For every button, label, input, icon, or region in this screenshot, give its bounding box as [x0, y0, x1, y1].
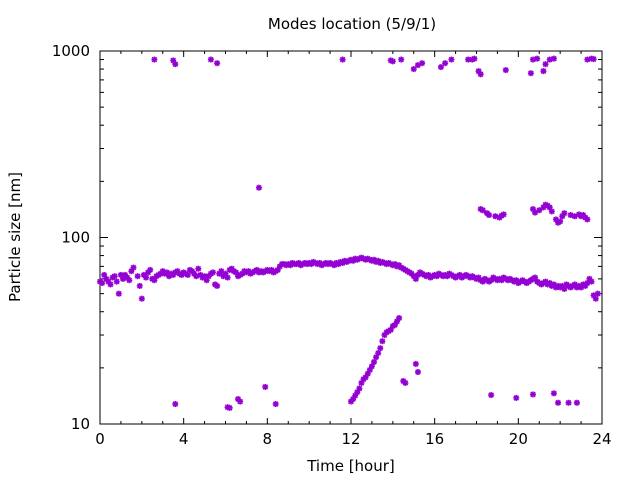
data-point [442, 60, 449, 67]
data-point [371, 359, 378, 366]
data-point [557, 218, 564, 225]
data-point [130, 264, 137, 271]
data-point [410, 66, 417, 73]
y-minor-ticks [100, 59, 602, 369]
data-point [214, 60, 221, 67]
data-point [513, 394, 520, 401]
data-point [218, 268, 225, 275]
data-point [590, 56, 597, 63]
y-tick-label: 1000 [52, 42, 90, 60]
data-point [471, 55, 478, 62]
data-point [356, 385, 363, 392]
chart-title: Modes location (5/9/1) [268, 15, 436, 33]
data-point [550, 55, 557, 62]
data-point [414, 369, 421, 376]
data-point [214, 282, 221, 289]
data-point [479, 207, 486, 214]
data-point [136, 282, 143, 289]
data-point [339, 56, 346, 63]
y-axis: 10 100 1000 [52, 42, 602, 433]
y-tick-label: 100 [61, 229, 90, 247]
data-point [527, 70, 534, 77]
data-point [502, 67, 509, 74]
x-tick-label: 8 [263, 430, 273, 448]
data-point [237, 398, 244, 405]
data-point [565, 399, 572, 406]
data-point [555, 399, 562, 406]
data-point [389, 58, 396, 65]
data-point [147, 266, 154, 273]
data-point [375, 350, 382, 357]
data-point [534, 55, 541, 62]
data-point [448, 56, 455, 63]
data-point [203, 277, 210, 284]
x-tick-label: 24 [592, 430, 611, 448]
data-point [536, 207, 543, 214]
data-point [134, 273, 141, 280]
x-tick-label: 4 [179, 430, 189, 448]
data-point [193, 273, 200, 280]
data-point [542, 61, 549, 68]
data-point [226, 404, 233, 411]
data-point [107, 281, 114, 288]
data-point [561, 210, 568, 217]
data-point [588, 278, 595, 285]
data-point [529, 391, 536, 398]
data-point [99, 280, 106, 287]
y-tick-label: 10 [71, 415, 90, 433]
data-point [195, 265, 202, 272]
data-point [488, 392, 495, 399]
data-point [209, 269, 216, 276]
plot-frame [99, 50, 603, 425]
data-point [594, 290, 601, 297]
data-point [115, 290, 122, 297]
data-point [172, 61, 179, 68]
data-point [412, 360, 419, 367]
data-point [184, 271, 191, 278]
x-tick-label: 0 [95, 430, 105, 448]
data-point [111, 273, 118, 280]
data-point [138, 295, 145, 302]
data-point [550, 390, 557, 397]
x-tick-label: 20 [509, 430, 528, 448]
data-point [540, 68, 547, 75]
data-point [398, 56, 405, 63]
data-point [151, 56, 158, 63]
data-point [532, 209, 539, 216]
data-point [126, 277, 133, 284]
data-point [546, 56, 553, 63]
data-point [172, 401, 179, 408]
x-tick-label: 16 [425, 430, 444, 448]
data-point [379, 338, 386, 345]
data-point [377, 345, 384, 352]
data-point [272, 401, 279, 408]
x-axis: 0 4 8 12 16 20 24 [95, 51, 612, 448]
data-point [573, 399, 580, 406]
y-axis-title: Particle size [nm] [6, 172, 24, 302]
data-points [97, 55, 601, 411]
data-point [584, 216, 591, 223]
data-point [584, 56, 591, 63]
data-point [500, 211, 507, 218]
data-point [224, 274, 231, 281]
data-point [486, 212, 493, 219]
x-tick-label: 12 [341, 430, 360, 448]
data-point [548, 208, 555, 215]
data-point [113, 278, 120, 285]
data-point [437, 64, 444, 71]
data-point [592, 295, 599, 302]
data-point [143, 274, 150, 281]
data-point [255, 184, 262, 191]
data-point [419, 60, 426, 67]
data-point [402, 379, 409, 386]
data-point [262, 383, 269, 390]
data-point [396, 315, 403, 322]
x-axis-title: Time [hour] [306, 457, 395, 475]
data-point [477, 71, 484, 78]
data-point [207, 56, 214, 63]
data-point [567, 212, 574, 219]
